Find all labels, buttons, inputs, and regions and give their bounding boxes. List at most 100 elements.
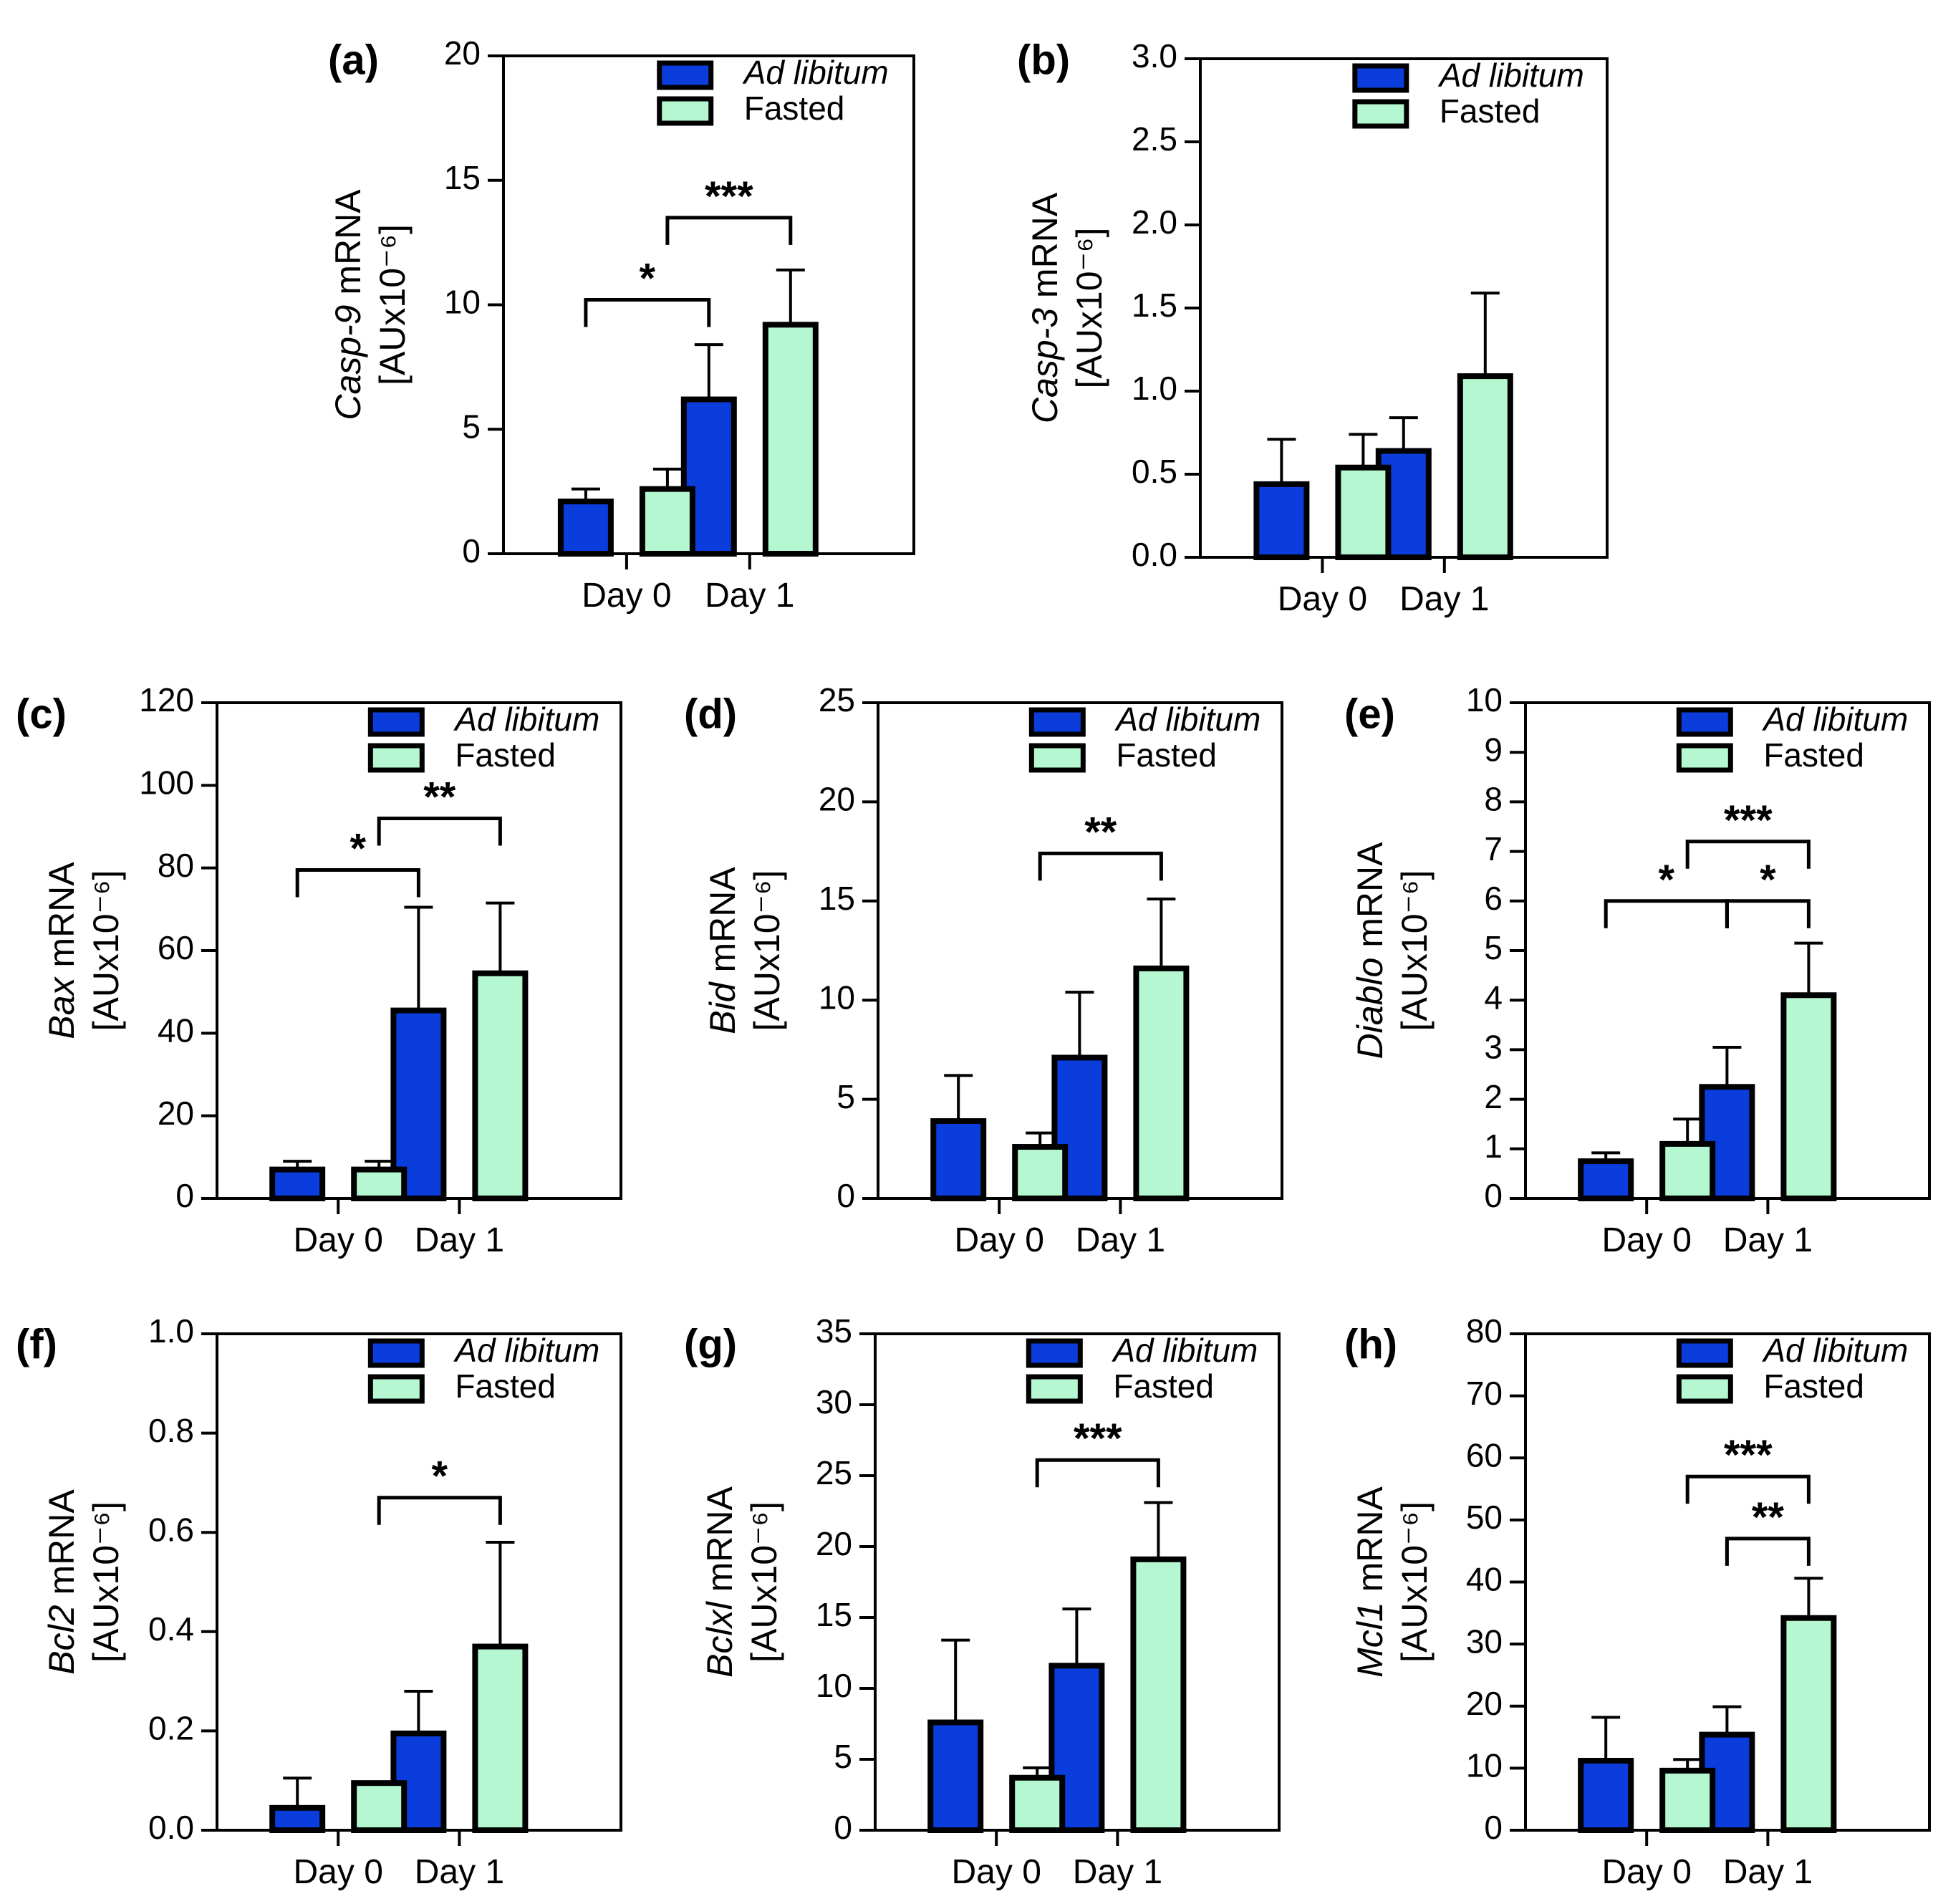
y-tick-label: 80 [1466, 1312, 1503, 1350]
y-tick-label: 100 [139, 764, 194, 801]
legend-label-ad-libitum: Ad libitum [453, 701, 599, 738]
y-tick-label: 0.4 [148, 1610, 194, 1648]
significance-label: * [1760, 857, 1776, 903]
y-tick-label: 40 [1466, 1561, 1503, 1598]
x-tick-label: Day 0 [294, 1221, 383, 1259]
y-axis-label: Mcl1 mRNA [1350, 1486, 1390, 1678]
panel-label: (a) [328, 37, 379, 84]
y-tick-label: 60 [1466, 1436, 1503, 1473]
y-tick-label: 80 [158, 847, 194, 884]
y-axis-label: Casp-9 mRNA [328, 189, 368, 420]
bar-fasted-day1 [1780, 992, 1837, 1202]
y-tick-label: 1.0 [1132, 370, 1177, 407]
axis-frame [874, 1332, 1281, 1832]
y-tick-label: 0.5 [1132, 453, 1177, 490]
y-tick-label: 40 [158, 1011, 194, 1049]
x-tick-label: Day 0 [582, 577, 671, 615]
axis-frame [502, 54, 915, 555]
x-tick-label: Day 1 [1073, 1853, 1162, 1891]
x-tick-label: Day 1 [1723, 1853, 1813, 1891]
panel-g: (g) 0 5 10 15 20 25 30 35 Day 0 Day 1 *** Ad libitum… [684, 1312, 1281, 1891]
x-tick-label: Day 0 [1602, 1221, 1692, 1259]
y-axis-label: Diablo mRNA [1350, 842, 1390, 1059]
bar-fasted-day0 [1009, 1774, 1066, 1833]
y-tick-label: 0 [834, 1809, 852, 1846]
significance-bracket [1725, 1537, 1811, 1566]
legend-label-ad-libitum: Ad libitum [1761, 701, 1908, 738]
y-axis-units: [AUx10⁻⁶] [1394, 1501, 1435, 1663]
y-axis-label: Bid mRNA [703, 867, 743, 1034]
axis-frame [1524, 1332, 1931, 1832]
significance-label: ** [423, 774, 456, 820]
y-tick-label: 0.2 [148, 1710, 194, 1747]
legend-label-fasted: Fasted [455, 736, 556, 774]
gene-name: Bid [703, 981, 743, 1034]
y-tick-label: 60 [158, 929, 194, 966]
y-tick-label: 20 [816, 1525, 852, 1562]
legend-swatch-ad-libitum [657, 60, 714, 90]
x-tick-label: Day 0 [1602, 1853, 1692, 1891]
legend-swatch-ad-libitum [1676, 1338, 1733, 1368]
x-tick-label: Day 0 [1278, 580, 1367, 618]
bar-ad-libitum-day0 [269, 1166, 326, 1201]
significance-label: * [350, 826, 367, 872]
y-tick-label: 2.0 [1132, 203, 1177, 241]
panel-label: (g) [684, 1322, 737, 1368]
y-axis-label: Casp-3 mRNA [1025, 192, 1065, 423]
significance-label: *** [1074, 1415, 1122, 1462]
significance-label: *** [1724, 797, 1773, 844]
legend-swatch-fasted [1676, 1374, 1733, 1404]
y-tick-label: 0 [175, 1177, 194, 1214]
x-tick-label: Day 0 [952, 1853, 1041, 1891]
bar-fasted-day0 [1659, 1767, 1716, 1834]
significance-label: * [432, 1453, 448, 1500]
legend-label-ad-libitum: Ad libitum [742, 54, 889, 91]
legend-label-fasted: Fasted [1113, 1367, 1214, 1405]
significance-label: ** [1752, 1494, 1785, 1541]
y-tick-label: 20 [158, 1095, 194, 1132]
bar-ad-libitum-day0 [930, 1118, 987, 1201]
significance-label: * [640, 256, 656, 302]
y-tick-label: 7 [1484, 830, 1503, 867]
y-axis-label: Bclxl mRNA [700, 1486, 740, 1678]
y-tick-label: 6 [1484, 880, 1503, 917]
legend-swatch-ad-libitum [1028, 707, 1086, 737]
y-tick-label: 3.0 [1132, 37, 1177, 74]
y-axis-label: Bcl2 mRNA [42, 1489, 82, 1675]
legend-swatch-ad-libitum [1352, 63, 1409, 93]
ylabel-suffix: mRNA [1350, 1486, 1390, 1602]
bar-fasted-day0 [639, 486, 695, 557]
bar-ad-libitum-day0 [927, 1719, 984, 1834]
panel-b: (b) 0.0 0.5 1.0 1.5 2.0 2.5 3.0 Day 0 Day 1 Ad lib… [1017, 37, 1609, 618]
legend-label-fasted: Fasted [455, 1367, 556, 1405]
gene-name: Casp-9 [328, 304, 368, 420]
x-tick-label: Day 0 [294, 1853, 383, 1891]
legend-label-ad-libitum: Ad libitum [453, 1332, 599, 1369]
bar-fasted-day0 [1335, 464, 1392, 560]
ylabel-suffix: mRNA [1025, 192, 1065, 308]
gene-name: Bclxl [700, 1600, 740, 1677]
bar-ad-libitum-day0 [557, 499, 614, 557]
panel-label: (f) [16, 1322, 57, 1368]
y-tick-label: 120 [139, 681, 194, 718]
significance-label: ** [1084, 809, 1117, 855]
bar-fasted-day1 [1133, 965, 1190, 1201]
significance-bracket [1035, 1458, 1160, 1488]
x-tick-label: Day 1 [415, 1221, 504, 1259]
panel-label: (c) [16, 691, 67, 738]
significance-label: *** [1724, 1432, 1773, 1479]
legend-label-ad-libitum: Ad libitum [1114, 701, 1260, 738]
y-tick-label: 30 [816, 1383, 852, 1420]
ylabel-suffix: mRNA [700, 1486, 740, 1602]
significance-label: *** [705, 173, 753, 220]
legend-swatch-fasted [1028, 743, 1086, 773]
ylabel-suffix: mRNA [1350, 842, 1390, 958]
legend-label-ad-libitum: Ad libitum [1111, 1332, 1258, 1369]
legend-label-ad-libitum: Ad libitum [1761, 1332, 1908, 1369]
y-tick-label: 0.8 [148, 1412, 194, 1449]
y-tick-label: 10 [1466, 681, 1503, 718]
panel-label: (d) [684, 691, 737, 738]
significance-label: * [1659, 857, 1675, 903]
panel-label: (e) [1344, 691, 1395, 738]
